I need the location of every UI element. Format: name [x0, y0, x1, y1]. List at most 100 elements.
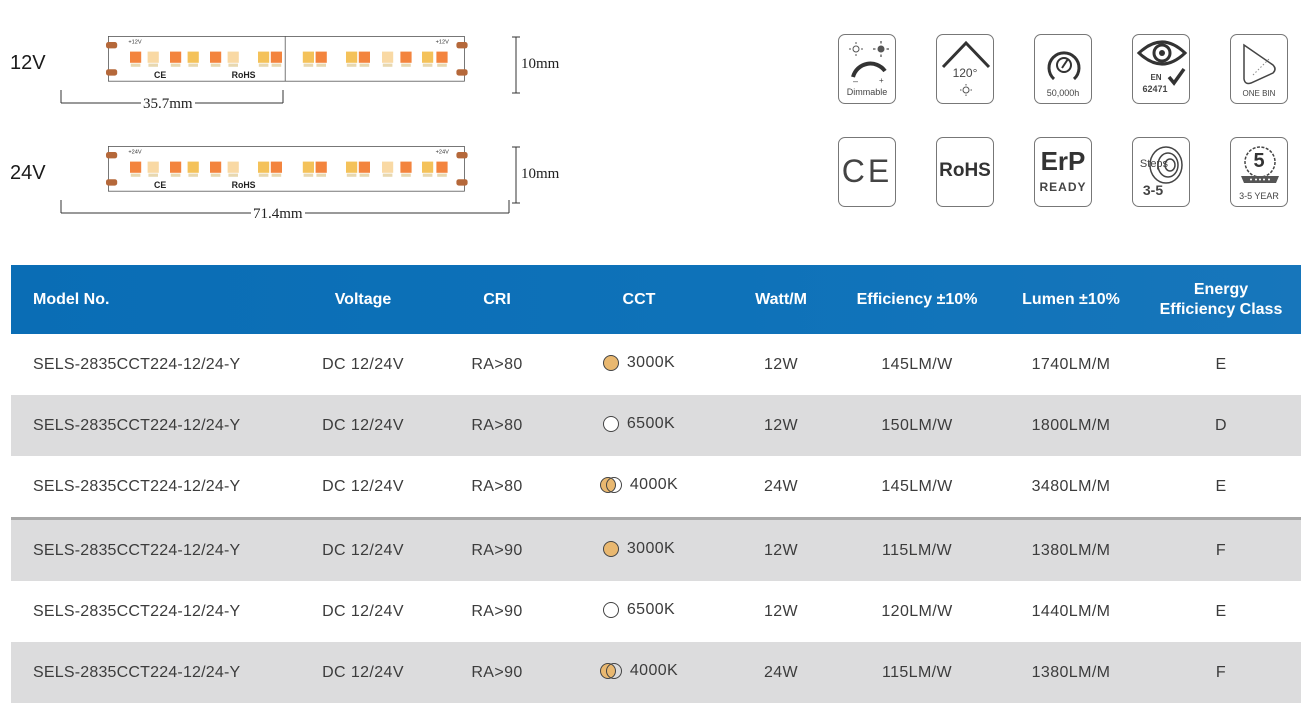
eye-safety-icon: EN 62471 [1132, 34, 1190, 104]
model-cell: SELS-2835CCT224-12/24-Y [33, 416, 241, 434]
table-row: SELS-2835CCT224-12/24-Y DC 12/24V RA>80 400… [11, 456, 1301, 519]
cct-value: 3000K [626, 539, 676, 557]
spec-table: Model No. Voltage CRI CCT Watt/M Efficie… [11, 265, 1301, 703]
ce-icon: CE [838, 137, 896, 207]
ce-mark: CE [154, 180, 166, 190]
cri-cell: RA>90 [471, 602, 523, 620]
watt-cell: 12W [763, 355, 799, 373]
efficiency-cell: 115LM/W [833, 517, 1001, 581]
lumen-cell: 1440LM/M [1031, 602, 1111, 620]
lumen-cell: 1800LM/M [1031, 416, 1111, 434]
erp-ready-icon: ErP READY [1034, 137, 1092, 207]
energy-class-cell: E [1215, 477, 1227, 495]
cct-cell: 6500K [549, 395, 729, 456]
table-header: Model No. Voltage CRI CCT Watt/M Efficie… [11, 265, 1301, 334]
rohs-mark: RoHS [232, 180, 256, 190]
efficiency-cell: 150LM/W [881, 416, 953, 434]
cri-cell: RA>80 [471, 477, 523, 495]
cct-dual-color-swatch [599, 476, 622, 493]
cct-color-swatch [602, 415, 619, 432]
col-model: Model No. [33, 290, 110, 308]
table-row: SELS-2835CCT224-12/24-Y DC 12/24V RA>90 400… [11, 642, 1301, 703]
energy-class-cell: E [1215, 602, 1227, 620]
col-voltage: Voltage [334, 290, 392, 308]
lifetime-icon: 50,000h [1034, 34, 1092, 104]
lumen-cell: 1740LM/M [1031, 355, 1111, 373]
dimmable-icon: – + Dimmable [838, 34, 896, 104]
cct-cell: 4000K [549, 642, 729, 703]
rohs-icon: RoHS [936, 137, 994, 207]
strip-width-label: 10mm [521, 56, 560, 72]
cct-value: 4000K [629, 475, 679, 493]
pcb-voltage: +12V [128, 40, 141, 46]
strip-width-label: 10mm [521, 166, 560, 182]
col-cct: CCT [622, 290, 656, 308]
energy-class-cell: F [1141, 517, 1301, 581]
energy-class-cell: F [1215, 663, 1227, 681]
table-row: SELS-2835CCT224-12/24-Y DC 12/24V RA>90 300… [11, 517, 1301, 581]
model-cell: SELS-2835CCT224-12/24-Y [33, 663, 241, 681]
led-strip-12v: +12V +12V CE RoHS [106, 36, 468, 82]
strip-diagram-24v: 24V +24V +24V CE RoHS 10mm 71.4mm [0, 140, 600, 223]
strip-diagram-12v: 12V +12V +12V CE RoHS 10mm 35.7mm [0, 30, 600, 113]
cct-dual-color-swatch [599, 662, 622, 679]
cct-color-swatch [602, 601, 619, 618]
energy-class-cell: E [1215, 355, 1227, 373]
rohs-mark: RoHS [232, 70, 256, 80]
watt-cell: 24W [763, 477, 799, 495]
efficiency-cell: 120LM/W [881, 602, 953, 620]
width-dim-line [512, 146, 520, 204]
model-cell: SELS-2835CCT224-12/24-Y [33, 355, 241, 373]
watt-cell: 12W [763, 416, 799, 434]
cri-cell: RA>90 [445, 517, 549, 581]
lumen-cell: 1380LM/M [1031, 663, 1111, 681]
voltage-cell: DC 12/24V [281, 517, 445, 581]
width-dim-line [512, 36, 520, 94]
beam-angle-icon: 120° [936, 34, 994, 104]
cri-cell: RA>80 [471, 355, 523, 373]
model-cell: SELS-2835CCT224-12/24-Y [33, 602, 241, 620]
cct-color-swatch [602, 540, 619, 557]
cct-value: 3000K [626, 353, 676, 371]
svg-text:–: – [853, 76, 858, 86]
macadam-steps-icon: Steps 3-5 [1132, 137, 1190, 207]
voltage-label: 12V [10, 52, 46, 74]
efficiency-cell: 145LM/W [881, 355, 953, 373]
cct-value: 6500K [626, 600, 676, 618]
table-row: SELS-2835CCT224-12/24-Y DC 12/24V RA>80 300… [11, 334, 1301, 395]
feature-icons: – + Dimmable 120° 50,000h EN 62471 [838, 34, 1308, 214]
voltage-cell: DC 12/24V [322, 663, 404, 681]
watt-cell: 12W [763, 602, 799, 620]
col-energy-class: Energy Efficiency Class [1159, 280, 1283, 318]
cri-cell: RA>90 [471, 663, 523, 681]
cct-cell: 3000K [549, 517, 729, 581]
watt-cell: 24W [763, 663, 799, 681]
model-cell: SELS-2835CCT224-12/24-Y [33, 477, 241, 495]
led-strip-24v: +24V +24V CE RoHS [106, 146, 468, 192]
col-efficiency: Efficiency ±10% [856, 290, 978, 308]
strip-length-label: 71.4mm [251, 206, 305, 223]
table-row: SELS-2835CCT224-12/24-Y DC 12/24V RA>80 650… [11, 395, 1301, 456]
cct-color-swatch [602, 354, 619, 371]
svg-text:+24V: +24V [436, 150, 449, 156]
svg-text:+: + [879, 76, 884, 85]
strip-length-label: 35.7mm [141, 96, 195, 113]
voltage-cell: DC 12/24V [322, 355, 404, 373]
lumen-cell: 1380LM/M [1001, 517, 1141, 581]
watt-cell: 12W [729, 517, 833, 581]
warranty-icon: 5 3-5 YEAR [1230, 137, 1288, 207]
col-cri: CRI [483, 290, 511, 308]
col-watt: Watt/M [755, 290, 807, 308]
voltage-cell: DC 12/24V [322, 416, 404, 434]
svg-text:+12V: +12V [436, 40, 449, 46]
efficiency-cell: 115LM/W [881, 663, 953, 681]
one-bin-icon: ONE BIN [1230, 34, 1288, 104]
model-cell: SELS-2835CCT224-12/24-Y [11, 517, 281, 581]
table-row: SELS-2835CCT224-12/24-Y DC 12/24V RA>90 650… [11, 581, 1301, 642]
cri-cell: RA>80 [471, 416, 523, 434]
cct-cell: 4000K [549, 456, 729, 519]
ce-mark: CE [154, 70, 166, 80]
lumen-cell: 3480LM/M [1031, 477, 1111, 495]
voltage-label: 24V [10, 162, 46, 184]
cct-value: 6500K [626, 414, 676, 432]
